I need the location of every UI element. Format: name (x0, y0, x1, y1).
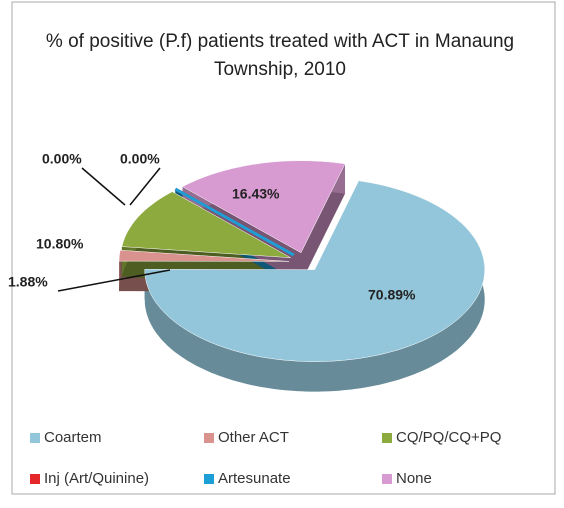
pie-slice (118, 249, 290, 262)
value-label: 10.80% (36, 236, 84, 252)
pie-slice (182, 160, 346, 254)
legend-label: None (396, 470, 432, 487)
pie-slice (144, 180, 485, 362)
legend-swatch (382, 474, 392, 484)
leader-line (57, 269, 171, 292)
pie-slice (174, 187, 295, 257)
legend-label: Inj (Art/Quinine) (44, 470, 149, 487)
value-label: 0.00% (42, 151, 82, 167)
value-label: 0.00% (120, 151, 160, 167)
legend-swatch (204, 433, 214, 443)
leader-line (129, 167, 161, 206)
leader-line (81, 167, 126, 206)
legend-swatch (30, 474, 40, 484)
slice-side (301, 163, 345, 283)
legend-label: Coartem (44, 429, 102, 446)
legend-swatch (382, 433, 392, 443)
frame (11, 1, 556, 495)
chart-title: % of positive (P.f) patients treated wit… (45, 31, 515, 80)
legend-swatch (30, 433, 40, 443)
value-label: 16.43% (232, 186, 280, 202)
pie-slice (121, 191, 291, 258)
value-label: 1.88% (8, 274, 48, 290)
legend-label: Artesunate (218, 470, 291, 487)
legend-label: CQ/PQ/CQ+PQ (396, 429, 501, 446)
legend-swatch (204, 474, 214, 484)
legend-label: Other ACT (218, 429, 289, 446)
value-label: 70.89% (368, 287, 416, 303)
